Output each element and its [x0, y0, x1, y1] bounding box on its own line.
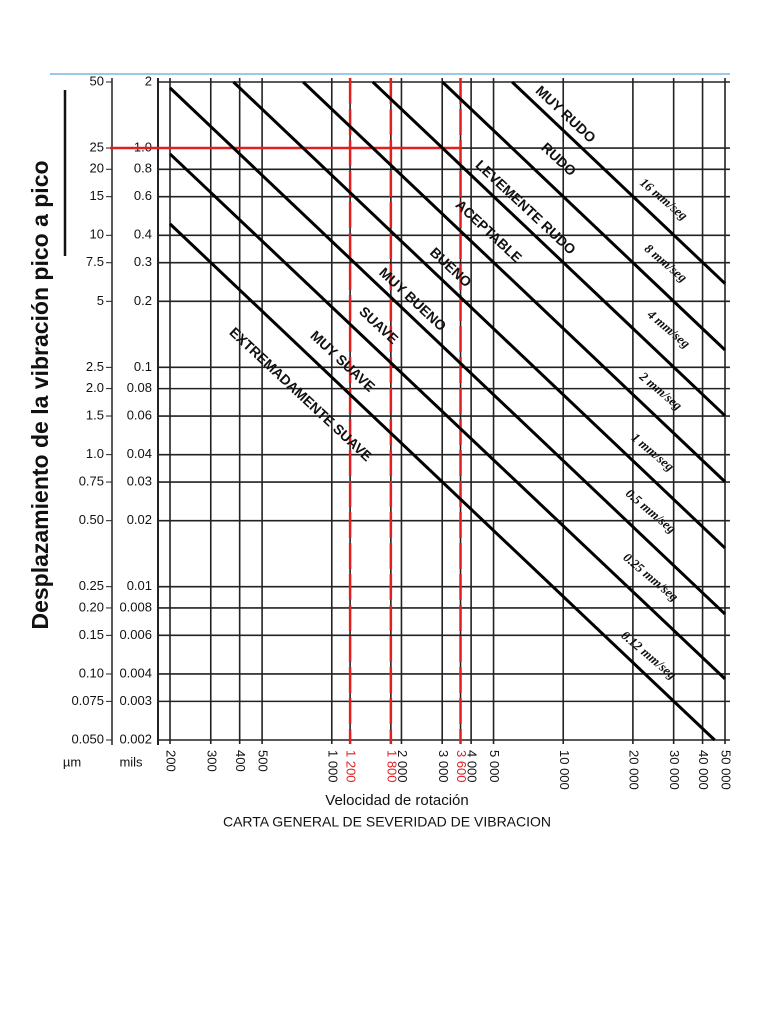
y-tick-label: 0.04 — [127, 446, 152, 461]
x-tick-label: 1 200 — [344, 750, 359, 783]
y-tick-label: 0.003 — [119, 693, 152, 708]
x-tick-label: 400 — [233, 750, 248, 772]
y2-tick-label: 2.0 — [86, 380, 104, 395]
x-tick-label: 20 000 — [626, 750, 641, 790]
y-tick-label: 0.6 — [134, 188, 152, 203]
x-tick-label: 30 000 — [667, 750, 682, 790]
y-tick-label: 0.008 — [119, 599, 152, 614]
velocity-line — [511, 80, 727, 285]
y2-tick-label: 0.075 — [71, 693, 104, 708]
zone-label: RUDO — [538, 139, 579, 179]
line-label: 0.25 mm/seg — [620, 550, 681, 605]
y-tick-label: 0.4 — [134, 227, 152, 242]
x-tick-label: 50 000 — [719, 750, 734, 790]
x-tick-label: 2 000 — [395, 750, 410, 783]
velocity-line — [371, 80, 727, 417]
line-label: 2 mm/seg — [636, 368, 686, 413]
x-tick-label: 3 600 — [454, 750, 469, 783]
y-tick-label: 0.006 — [119, 627, 152, 642]
y-tick-label: 0.002 — [119, 731, 152, 746]
y2-tick-label: 0.050 — [71, 731, 104, 746]
line-label: 0.5 mm/seg — [623, 486, 679, 537]
x-tick-label: 5 000 — [487, 750, 502, 783]
x-tick-label: 300 — [204, 750, 219, 772]
y2-tick-label: 0.25 — [79, 578, 104, 593]
x-tick-label: 10 000 — [557, 750, 572, 790]
y2-tick-label: 20 — [90, 161, 104, 176]
y2-tick-label: 0.10 — [79, 665, 104, 680]
zone-label: MUY RUDO — [533, 82, 600, 146]
line-label: 1 mm/seg — [629, 430, 678, 475]
y-axis-title: Desplazamiento de la vibración pico a pi… — [27, 160, 53, 629]
y2-unit-label: µm — [63, 754, 81, 769]
x-tick-label: 1 800 — [384, 750, 399, 783]
y-tick-label: 0.08 — [127, 380, 152, 395]
y2-tick-label: 0.20 — [79, 599, 104, 614]
chart-title: CARTA GENERAL DE SEVERIDAD DE VIBRACION — [223, 814, 551, 830]
x-tick-label: 500 — [256, 750, 271, 772]
x-tick-label: 40 000 — [696, 750, 711, 790]
y2-tick-label: 10 — [90, 227, 104, 242]
x-tick-label: 200 — [164, 750, 179, 772]
y-tick-label: 0.3 — [134, 254, 152, 269]
y2-tick-label: 25 — [90, 139, 104, 154]
velocity-line — [302, 80, 727, 483]
zone-label: SUAVE — [356, 303, 401, 347]
y2-tick-label: 5 — [97, 293, 104, 308]
y2-tick-label: 7.5 — [86, 254, 104, 269]
y2-tick-label: 1.5 — [86, 407, 104, 422]
velocity-line — [441, 80, 727, 352]
y2-tick-label: 0.75 — [79, 473, 104, 488]
y-tick-label: 0.02 — [127, 512, 152, 527]
line-label: 16 mm/seg — [637, 175, 691, 224]
y2-tick-label: 15 — [90, 188, 104, 203]
velocity-line — [232, 80, 727, 550]
velocity-line — [168, 152, 727, 680]
x-tick-label: 3 000 — [436, 750, 451, 783]
y2-tick-label: 0.15 — [79, 627, 104, 642]
zone-label: MUY SUAVE — [307, 327, 378, 395]
x-tick-label: 4 000 — [465, 750, 480, 783]
y2-tick-label: 1.0 — [86, 446, 104, 461]
y-tick-label: 0.03 — [127, 473, 152, 488]
velocity-line — [168, 86, 727, 616]
zone-label: BUENO — [427, 244, 475, 290]
y-tick-label: 0.8 — [134, 161, 152, 176]
y-tick-label: 0.06 — [127, 407, 152, 422]
x-tick-label: 1 000 — [325, 750, 340, 783]
zone-label: EXTREMADAMENTE SUAVE — [226, 324, 375, 464]
y-tick-label: 0.1 — [134, 359, 152, 374]
velocity-line — [168, 222, 716, 742]
y2-tick-label: 0.50 — [79, 512, 104, 527]
y-tick-label: 0.2 — [134, 293, 152, 308]
y-tick-label: 0.004 — [119, 665, 152, 680]
y2-tick-label: 50 — [90, 73, 104, 88]
y2-tick-label: 2.5 — [86, 359, 104, 374]
y-tick-label: 2 — [145, 73, 152, 88]
y-unit-label: mils — [119, 754, 143, 769]
x-axis-title: Velocidad de rotación — [325, 792, 468, 809]
y-tick-label: 0.01 — [127, 578, 152, 593]
